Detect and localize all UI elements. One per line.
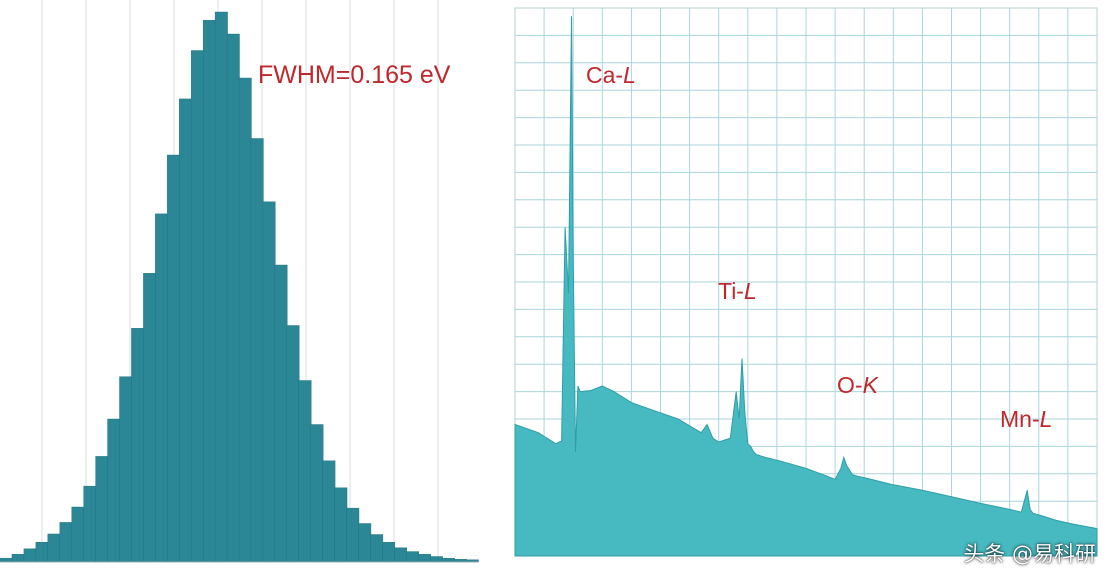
histogram-bar [190,50,204,563]
histogram-bar [143,273,157,563]
fwhm-annotation: FWHM=0.165 eV [258,61,451,89]
peak-label-o-k: O-K [837,372,880,398]
peak-label-ti-l: Ti-L [718,278,757,304]
histogram-bar [286,325,300,563]
histogram-bar [406,551,419,563]
histogram-bar [274,264,288,563]
histogram-bar [47,533,61,563]
histogram-bar [202,20,216,563]
histogram-bar [35,542,49,563]
histogram-bar [322,460,336,563]
histogram-bars [0,11,479,563]
peak-label-ca-l: Ca-L [586,62,636,88]
histogram-bar [0,557,13,563]
histogram-bar [250,138,264,563]
histogram-bar [262,201,276,563]
histogram-bar [346,507,360,563]
peak-label-mn-l: Mn-L [1000,406,1052,432]
histogram-bar [71,506,85,563]
histogram-bar [430,556,443,563]
histogram-bar [107,418,121,563]
histogram-bar [23,548,37,563]
histogram-bar [131,328,145,563]
histogram-bar [155,213,169,563]
histogram-bar [95,456,109,563]
histogram-bar [418,554,431,563]
histogram-bar [298,380,312,563]
histogram-bar [167,154,180,563]
histogram-panel: FWHM=0.165 eV [0,0,479,566]
histogram-bar [119,376,133,563]
histogram-bar [179,98,192,563]
watermark: 头条 @易科研 [963,542,1096,566]
histogram-bar [59,522,73,563]
histogram-bar [358,523,372,563]
histogram-bar [441,557,455,563]
spectrum-panel: Ca-L Ti-L O-K Mn-L [514,7,1098,557]
histogram-bar [310,424,324,563]
spectrum-area [514,16,1098,557]
histogram-bar [370,534,384,563]
histogram-bar [11,554,25,563]
histogram-bar [382,542,396,563]
histogram-bar [334,487,348,563]
histogram-bar [214,11,228,563]
histogram-bar [226,33,240,563]
histogram-bar [238,77,252,563]
histogram-bar [394,547,408,563]
histogram-bar [83,485,97,563]
